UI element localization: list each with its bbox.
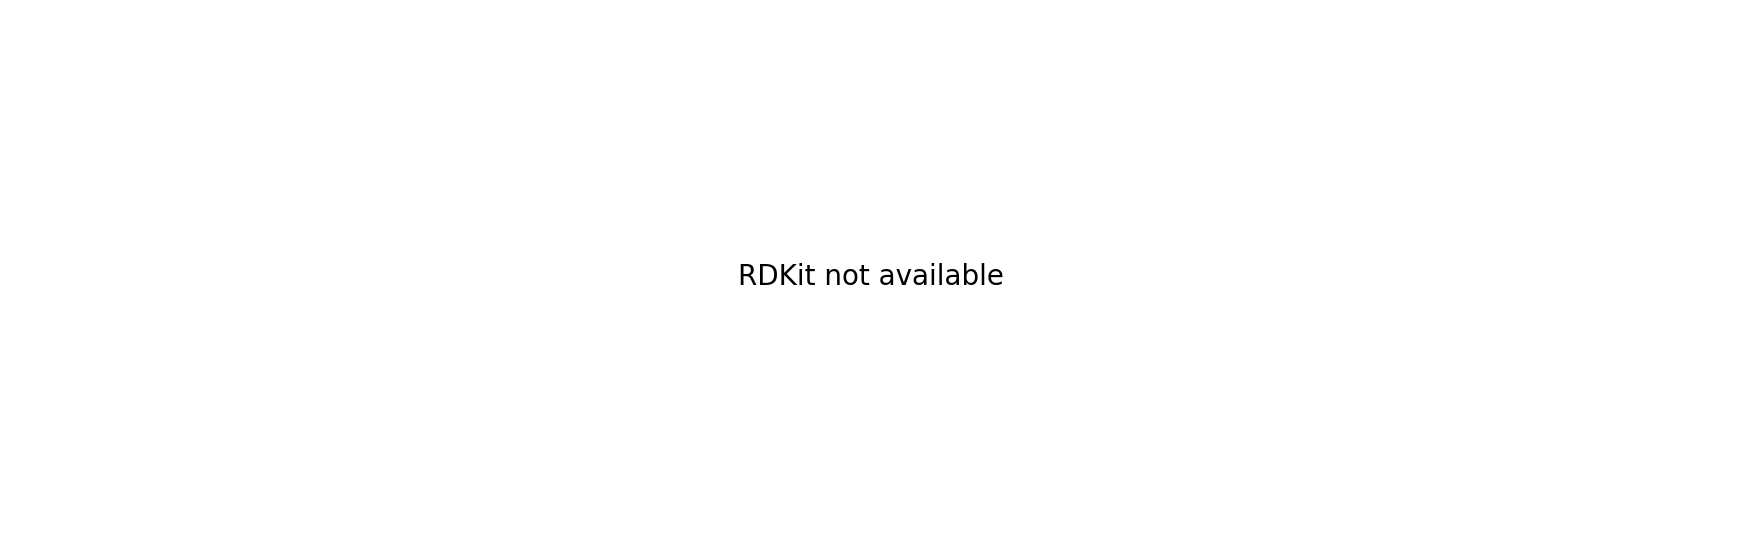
Text: RDKit not available: RDKit not available bbox=[739, 263, 1003, 291]
